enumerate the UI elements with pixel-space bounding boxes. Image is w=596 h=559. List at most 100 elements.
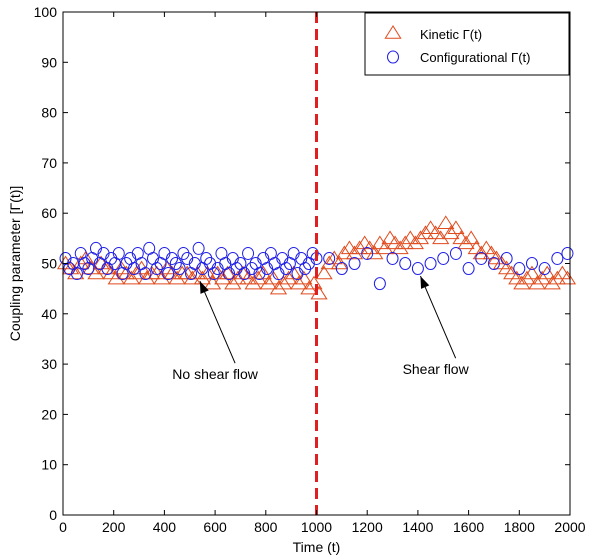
kinetic-point xyxy=(122,270,141,285)
configurational-point xyxy=(169,257,182,270)
y-tick-label: 0 xyxy=(49,507,57,523)
kinetic-point xyxy=(350,240,369,255)
x-tick-label: 1600 xyxy=(453,519,484,535)
kinetic-point xyxy=(396,235,414,250)
kinetic-point xyxy=(203,275,222,290)
kinetic-point xyxy=(198,265,217,280)
configurational-point xyxy=(139,267,152,281)
x-tick-label: 2000 xyxy=(554,519,585,535)
kinetic-point xyxy=(269,280,288,295)
configurational-point xyxy=(150,262,163,276)
kinetic-point xyxy=(376,240,394,255)
x-tick-label: 1800 xyxy=(504,519,535,535)
kinetic-point xyxy=(558,270,577,285)
kinetic-point xyxy=(168,270,186,285)
configurational-point xyxy=(177,246,190,260)
configurational-point xyxy=(551,251,564,265)
legend-marker-kinetic xyxy=(384,25,402,39)
x-tick-label: 0 xyxy=(59,519,67,535)
kinetic-point xyxy=(193,270,212,285)
y-tick-label: 80 xyxy=(41,105,57,121)
kinetic-point xyxy=(543,275,561,290)
configurational-point xyxy=(513,262,526,276)
configurational-point xyxy=(525,257,538,270)
kinetic-point xyxy=(391,240,409,255)
configurational-point xyxy=(361,246,374,260)
kinetic-point xyxy=(442,225,460,240)
kinetic-point xyxy=(416,225,435,240)
kinetic-point xyxy=(183,270,201,285)
kinetic-point xyxy=(462,230,480,245)
kinetic-point xyxy=(548,270,566,285)
legend-marker-configurational xyxy=(387,50,399,64)
configurational-point xyxy=(323,251,336,265)
kinetic-point xyxy=(264,270,283,285)
kinetic-point xyxy=(411,230,430,245)
kinetic-point xyxy=(229,270,247,285)
kinetic-point xyxy=(259,275,277,290)
legend-box xyxy=(364,12,570,76)
annotation-label: No shear flow xyxy=(172,366,258,382)
configurational-point xyxy=(242,246,255,260)
kinetic-point xyxy=(295,270,313,285)
y-axis-label: Coupling parameter [Γ(t)] xyxy=(7,186,23,342)
kinetic-point xyxy=(437,215,455,230)
annotation-arrow-line xyxy=(199,280,236,364)
configurational-point xyxy=(112,246,125,260)
configurational-point xyxy=(280,262,293,276)
y-tick-label: 50 xyxy=(41,256,57,272)
annotation-arrowhead xyxy=(199,281,209,294)
y-tick-label: 20 xyxy=(41,406,57,422)
configurational-point xyxy=(475,251,488,265)
annotation-arrowhead xyxy=(420,276,430,289)
configurational-point xyxy=(200,251,213,265)
configurational-point xyxy=(449,246,462,260)
configurational-point xyxy=(538,262,551,276)
configurational-point xyxy=(70,267,83,281)
legend-label-kinetic: Kinetic Γ(t) xyxy=(420,27,482,42)
configurational-point xyxy=(306,246,319,260)
kinetic-point xyxy=(254,265,272,280)
x-tick-label: 200 xyxy=(102,519,126,535)
kinetic-point xyxy=(432,230,450,245)
y-tick-label: 10 xyxy=(41,457,57,473)
configurational-point xyxy=(373,277,386,291)
x-tick-label: 400 xyxy=(153,519,177,535)
configurational-point xyxy=(166,251,179,265)
configurational-point xyxy=(437,251,450,265)
y-tick-label: 60 xyxy=(41,205,57,221)
kinetic-point xyxy=(153,270,171,285)
configurational-point xyxy=(299,262,312,276)
kinetic-point xyxy=(214,270,232,285)
configurational-point xyxy=(487,257,500,270)
kinetic-point xyxy=(290,275,308,290)
plot-content xyxy=(56,12,577,515)
kinetic-point xyxy=(305,275,323,290)
y-tick-label: 70 xyxy=(41,155,57,171)
kinetic-point xyxy=(538,265,556,280)
configurational-point xyxy=(462,262,475,276)
kinetic-point xyxy=(523,265,541,280)
kinetic-point xyxy=(249,270,267,285)
legend-label-configurational: Configurational Γ(t) xyxy=(420,50,531,65)
configurational-point xyxy=(207,267,220,281)
configurational-point xyxy=(173,262,186,276)
x-tick-label: 1400 xyxy=(402,519,433,535)
kinetic-point xyxy=(274,275,293,290)
kinetic-point xyxy=(315,265,333,280)
kinetic-point xyxy=(224,275,242,290)
x-tick-label: 800 xyxy=(254,519,278,535)
y-tick-label: 30 xyxy=(41,356,57,372)
annotation-label: Shear flow xyxy=(403,361,470,377)
configurational-point xyxy=(162,267,175,281)
kinetic-point xyxy=(528,275,546,290)
kinetic-point xyxy=(345,245,364,260)
ticks: 0 200 400 600 800 1000 1200 1400 1600 1800 2000 0 10… xyxy=(34,4,586,535)
kinetic-point xyxy=(447,220,465,235)
configurational-point xyxy=(335,262,348,276)
annotation-arrow-line xyxy=(419,275,457,359)
kinetic-point xyxy=(244,275,262,290)
kinetic-point xyxy=(107,270,125,285)
x-tick-label: 1000 xyxy=(301,519,332,535)
